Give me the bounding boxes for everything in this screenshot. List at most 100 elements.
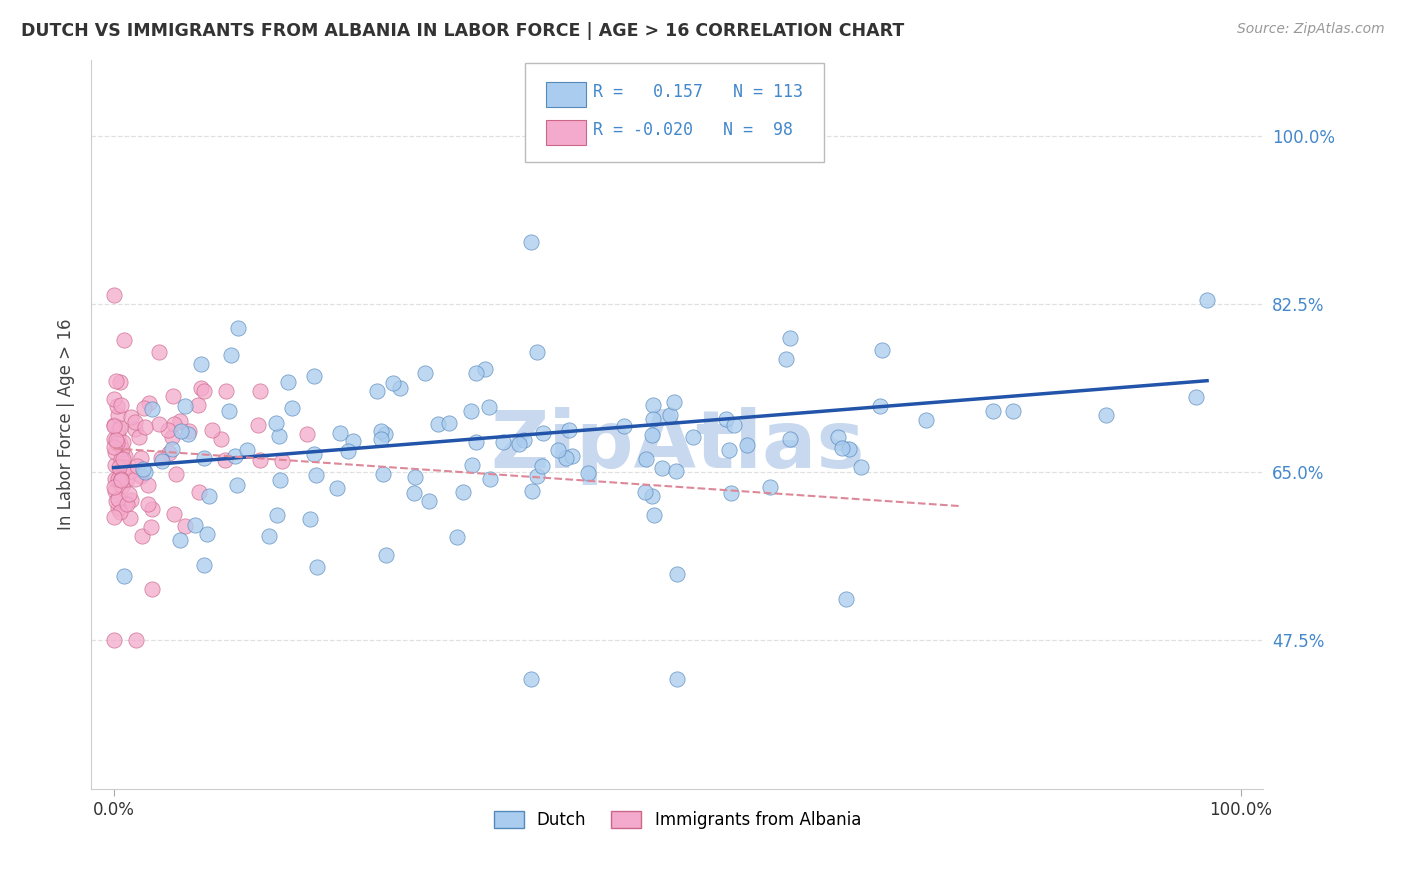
Point xyxy=(125,633,148,648)
Point xyxy=(271,453,294,467)
Point xyxy=(115,472,138,486)
Point xyxy=(716,412,738,426)
Point xyxy=(214,453,236,467)
Point xyxy=(107,429,129,443)
Point xyxy=(720,486,742,500)
Point xyxy=(869,399,891,413)
Text: DUTCH VS IMMIGRANTS FROM ALBANIA IN LABOR FORCE | AGE > 16 CORRELATION CHART: DUTCH VS IMMIGRANTS FROM ALBANIA IN LABO… xyxy=(21,22,904,40)
Point xyxy=(124,422,146,436)
Text: ZipAtlas: ZipAtlas xyxy=(491,408,865,485)
Point xyxy=(775,351,797,366)
Point xyxy=(112,459,135,474)
Point xyxy=(373,467,395,481)
Point xyxy=(337,444,360,458)
Point xyxy=(218,404,240,418)
Point xyxy=(1184,390,1206,404)
Point xyxy=(915,413,938,427)
Point xyxy=(418,494,440,508)
Point xyxy=(277,375,299,389)
Point xyxy=(526,344,548,359)
Point xyxy=(779,331,801,345)
Point xyxy=(110,398,132,412)
Point xyxy=(131,529,153,543)
Point xyxy=(221,348,243,362)
Text: R = -0.020   N =  98: R = -0.020 N = 98 xyxy=(593,121,793,139)
Point xyxy=(665,566,688,581)
Point xyxy=(112,333,135,347)
Point xyxy=(641,428,664,442)
Point xyxy=(465,366,488,380)
Point xyxy=(201,423,224,437)
Point xyxy=(105,400,128,414)
Point xyxy=(193,558,215,573)
Point xyxy=(305,467,328,482)
Point xyxy=(531,426,554,441)
Point xyxy=(426,417,449,431)
Text: R =   0.157   N = 113: R = 0.157 N = 113 xyxy=(593,84,803,102)
Point xyxy=(758,480,780,494)
Point xyxy=(634,485,657,500)
Point xyxy=(576,466,599,480)
Point xyxy=(187,485,209,500)
Point xyxy=(104,445,127,459)
Point xyxy=(193,384,215,398)
Point xyxy=(160,442,183,456)
Point xyxy=(641,398,664,412)
Point xyxy=(512,434,534,448)
Point xyxy=(128,430,150,444)
Point xyxy=(451,484,474,499)
Point xyxy=(127,459,149,474)
Point xyxy=(613,418,636,433)
Point xyxy=(103,288,125,302)
Point xyxy=(103,419,125,434)
Point xyxy=(148,417,170,432)
Point xyxy=(329,425,352,440)
Point xyxy=(110,452,132,467)
Point xyxy=(139,520,162,534)
Point xyxy=(104,472,127,486)
Point xyxy=(446,530,468,544)
Point xyxy=(478,472,501,486)
Point xyxy=(474,361,496,376)
Point xyxy=(108,420,131,434)
Point xyxy=(682,430,704,444)
Point xyxy=(165,467,187,481)
Point xyxy=(249,384,271,398)
Point xyxy=(124,471,146,485)
Point xyxy=(561,450,583,464)
Point xyxy=(215,384,238,398)
Point xyxy=(478,400,501,414)
Point xyxy=(554,451,576,466)
Point xyxy=(465,434,488,449)
Point xyxy=(107,500,129,515)
Point xyxy=(141,502,163,516)
Point xyxy=(281,401,304,416)
Point xyxy=(640,489,662,503)
Point xyxy=(557,423,579,437)
Point xyxy=(190,357,212,371)
Point xyxy=(103,480,125,494)
Y-axis label: In Labor Force | Age > 16: In Labor Force | Age > 16 xyxy=(58,318,75,530)
Point xyxy=(108,436,131,450)
Point xyxy=(659,408,682,422)
Point xyxy=(404,470,426,484)
Point xyxy=(132,401,155,415)
Point xyxy=(198,490,221,504)
Point xyxy=(370,425,392,439)
Point xyxy=(169,414,191,428)
Point xyxy=(723,418,745,433)
Point xyxy=(136,497,159,511)
Point xyxy=(114,450,136,464)
Point xyxy=(209,432,232,446)
Point xyxy=(108,504,131,518)
Point xyxy=(103,509,125,524)
Point xyxy=(103,432,125,446)
Point xyxy=(224,449,246,463)
Point xyxy=(1001,404,1024,418)
Point xyxy=(382,376,405,390)
Point xyxy=(105,433,128,447)
Point xyxy=(236,442,259,457)
Point xyxy=(120,511,142,525)
Point xyxy=(110,472,132,486)
Point xyxy=(107,422,129,436)
